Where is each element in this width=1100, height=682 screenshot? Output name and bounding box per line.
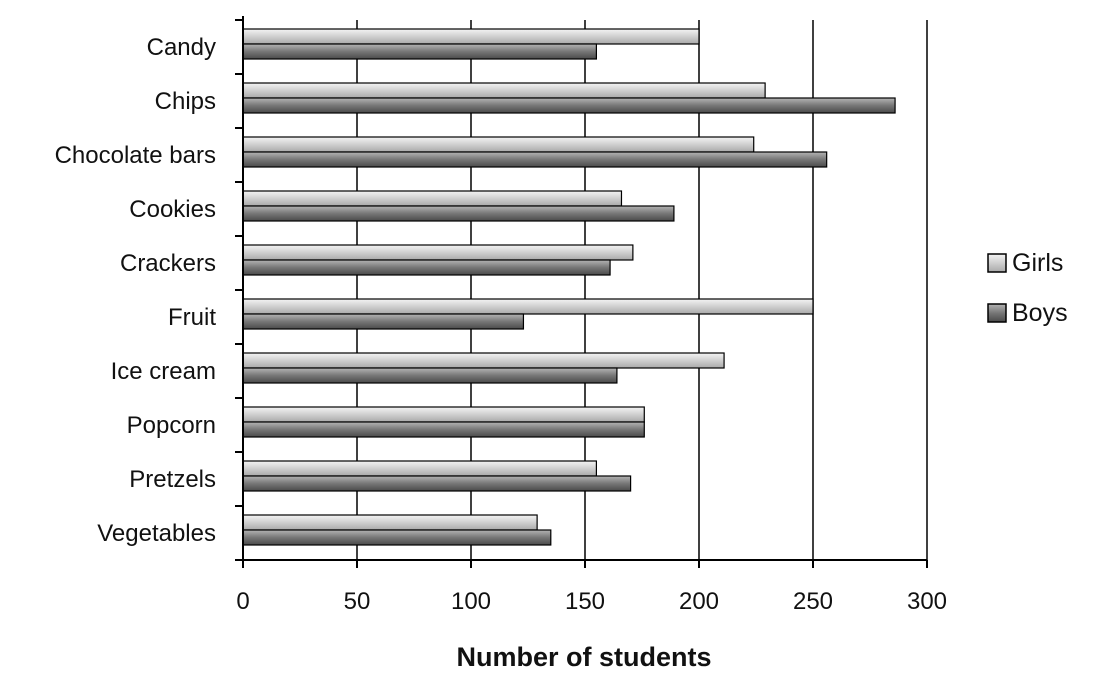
category-label: Ice cream — [111, 358, 216, 385]
category-label: Crackers — [120, 250, 216, 277]
bar-boys-fruit — [242, 313, 525, 330]
x-axis-title: Number of students — [456, 642, 711, 672]
x-tick-label-300: 300 — [907, 588, 947, 615]
legend-label-girls: Girls — [1012, 249, 1063, 277]
x-tick-label-200: 200 — [679, 588, 719, 615]
legend-label-boys: Boys — [1012, 299, 1068, 327]
bar-girls-candy — [242, 28, 700, 45]
x-tick-label-50: 50 — [344, 588, 371, 615]
bar-boys-cookies — [242, 205, 675, 222]
bar-boys-vegetables — [242, 529, 552, 546]
bar-girls-ice-cream — [242, 352, 725, 369]
bar-boys-popcorn — [242, 421, 645, 438]
category-label: Vegetables — [97, 520, 216, 547]
bar-girls-cookies — [242, 190, 623, 207]
bar-girls-chocolate-bars — [242, 136, 755, 153]
bar-boys-ice-cream — [242, 367, 618, 384]
bar-girls-crackers — [242, 244, 634, 261]
bar-boys-chips — [242, 97, 896, 114]
bar-boys-pretzels — [242, 475, 632, 492]
category-label: Cookies — [129, 196, 216, 223]
category-label: Fruit — [168, 304, 216, 331]
labels: Candy Chips Chocolate bars Cookies Crackers F… — [55, 34, 947, 615]
bar-girls-vegetables — [242, 514, 538, 531]
bar-boys-candy — [242, 43, 597, 60]
legend-swatch-boys — [987, 303, 1007, 323]
bar-girls-chips — [242, 82, 766, 99]
axes — [235, 16, 928, 568]
x-tick-label-100: 100 — [451, 588, 491, 615]
legend: Girls Boys — [987, 249, 1068, 327]
bar-girls-pretzels — [242, 460, 597, 477]
bar-girls-fruit — [242, 298, 814, 315]
bar-boys-chocolate-bars — [242, 151, 828, 168]
bars — [242, 28, 896, 546]
legend-swatch-girls — [987, 253, 1007, 273]
category-label: Popcorn — [127, 412, 216, 439]
x-tick-label-250: 250 — [793, 588, 833, 615]
x-tick-label-150: 150 — [565, 588, 605, 615]
category-label: Pretzels — [129, 466, 216, 493]
bar-girls-popcorn — [242, 406, 645, 423]
category-label: Candy — [147, 34, 216, 61]
category-label: Chocolate bars — [55, 142, 216, 169]
category-label: Chips — [155, 88, 216, 115]
x-tick-label-0: 0 — [236, 588, 249, 615]
bar-boys-crackers — [242, 259, 611, 276]
